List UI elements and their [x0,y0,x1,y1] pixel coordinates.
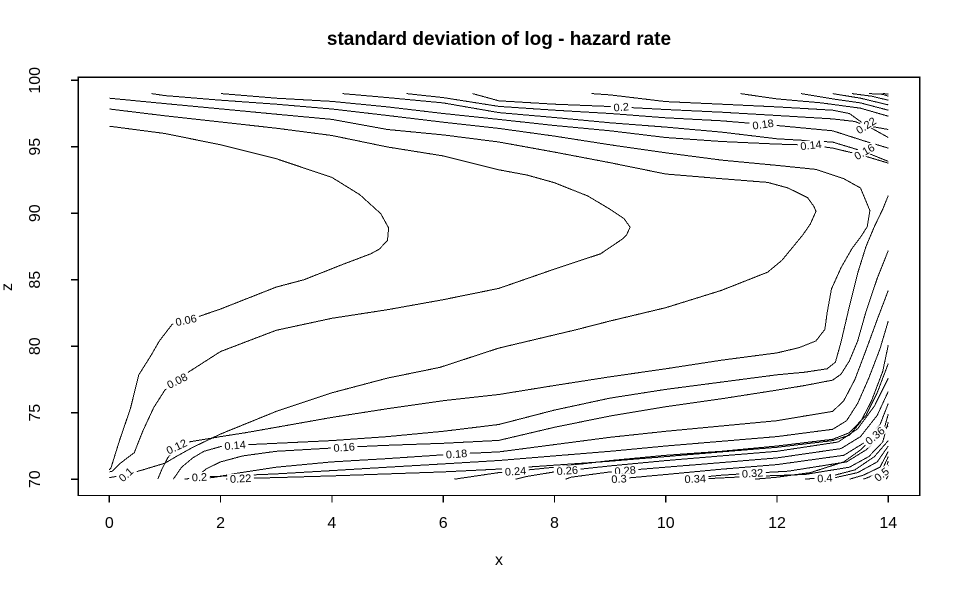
contour-labels: 0.060.080.10.12 0.14 0.16 0.180.2 0.220.24 0.… [114,101,893,486]
x-tick-label: 0 [105,515,114,532]
z-tick-label: 100 [27,67,44,94]
contour-line-0.16 [342,93,889,162]
contour-line-0.26 [800,93,889,111]
contour-line-0.22 [226,344,889,480]
z-tick-label: 70 [27,470,44,488]
z-tick-label: 75 [27,404,44,422]
contour-label-0.2: 0.2 [613,101,629,114]
contour-line-0.16 [195,250,889,480]
tick-labels: 0 2 4 6 8 10 12 14 70 75 80 85 90 95 100 [27,67,897,532]
plot-title: standard deviation of log - hazard rate [326,29,672,50]
contour-line-0.3 [852,93,889,101]
contour-line-0.24 [740,93,889,117]
contour-line-0.2 [184,320,889,480]
contour-label-0.26: 0.26 [556,465,578,478]
contour-label-0.18: 0.18 [445,448,467,461]
contour-line-0.06 [108,125,390,471]
x-tick-label: 8 [550,515,559,532]
x-tick-label: 14 [879,515,897,532]
z-tick-label: 90 [27,204,44,222]
contour-line-0.24 [454,363,889,480]
contour-lines [108,93,889,480]
contour-line-0.08 [109,108,631,473]
contour-line-0.26 [515,377,889,480]
contour-line-0.22 [591,93,889,130]
contour-line-0.1 [109,97,817,479]
z-tick-label: 95 [27,138,44,156]
contour-label-0.4: 0.4 [817,472,833,485]
z-axis-label: z [0,283,16,291]
contour-label-0.16: 0.16 [333,441,355,454]
x-tick-label: 2 [216,515,225,532]
x-axis-label: x [495,552,503,569]
x-tick-label: 12 [768,515,786,532]
contour-label-0.2: 0.2 [192,472,208,485]
contour-label-0.14: 0.14 [800,139,823,153]
contour-line-0.54 [885,474,889,480]
contour-label-0.24: 0.24 [504,465,526,478]
contour-line-0.18 [406,93,889,149]
contour-line-0.28 [832,93,889,106]
z-tick-label: 85 [27,271,44,289]
contour-line-0.12 [151,93,871,480]
contour-line-0.42 [849,451,889,480]
contour-label-0.3: 0.3 [611,473,627,486]
x-tick-label: 4 [327,515,336,532]
x-tick-label: 10 [657,515,675,532]
contour-line-0.14 [221,93,889,164]
x-tick-label: 6 [439,515,448,532]
plot-box [77,76,921,497]
z-tick-label: 80 [27,337,44,355]
contour-label-0.12: 0.12 [165,437,189,457]
contour-line-0.32 [868,93,889,97]
axis-ticks [71,79,889,503]
contour-label-0.18: 0.18 [752,118,775,133]
contour-line-0.28 [565,391,889,480]
contour-label-0.32: 0.32 [741,467,763,480]
contour-line-0.34 [687,421,889,480]
contour-line-0.18 [198,290,889,480]
contour-label-0.14: 0.14 [224,439,246,453]
contour-label-0.06: 0.06 [175,313,198,329]
contour-label-0.22: 0.22 [230,473,252,486]
contour-line-0.14 [172,195,889,480]
contour-label-0.34: 0.34 [684,473,706,486]
